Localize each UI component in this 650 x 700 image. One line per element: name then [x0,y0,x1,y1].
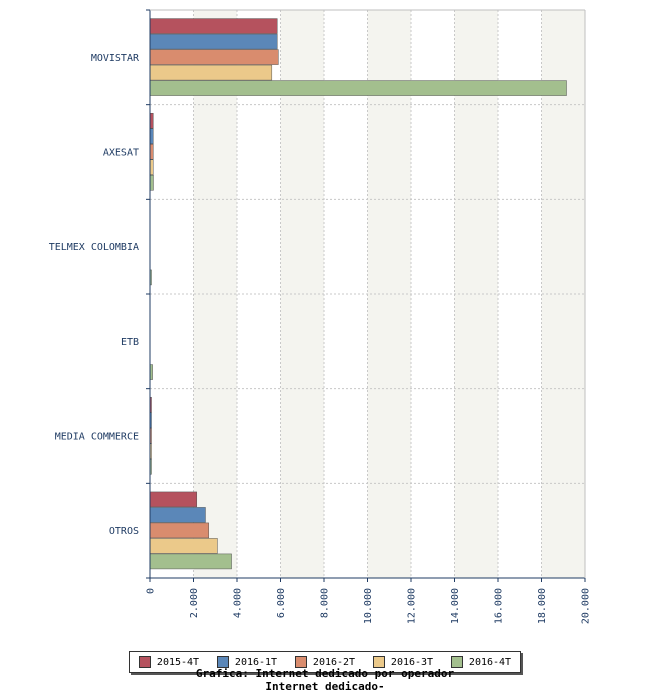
bar [149,49,279,65]
bars [149,18,567,570]
category-labels: MOVISTAR AXESAT TELMEX COLOMBIA ETB MEDIA CO… [49,53,140,537]
legend-item: 2015-4T [138,656,200,668]
category-label: TELMEX COLOMBIA [49,242,139,253]
x-tick-label: 20.000 [581,588,592,624]
legend-label: 2016-3T [390,656,434,668]
x-tick-label: 8.000 [320,588,331,618]
bar [149,33,278,50]
bar [149,538,218,554]
bar [149,18,278,34]
legend-swatch [216,656,229,668]
bar [149,553,232,570]
bar [149,175,154,191]
category-label: OTROS [109,526,139,537]
x-tick-label: 16.000 [494,588,505,624]
legend-item: 2016-2T [294,656,356,668]
legend-item: 2016-3T [372,656,434,668]
legend-label: 2016-2T [312,656,356,668]
legend: 2015-4T 2016-1T 2016-2T 2016-3T 2016-4T [129,651,521,673]
legend-item: 2016-4T [450,656,512,668]
category-label: MOVISTAR [91,53,140,64]
x-tick-label: 2.000 [189,588,200,618]
category-label: MEDIA COMMERCE [55,432,139,443]
x-tick-label: 12.000 [407,588,418,624]
x-tick-label: 18.000 [537,588,548,624]
axes [146,9,586,582]
bar [149,522,209,539]
x-tick-label: 14.000 [450,588,461,624]
category-label: AXESAT [103,148,139,159]
x-tick-label: 0 [146,588,157,594]
chart-footer-title: Grafica: Internet dedicado por operador [195,667,455,680]
x-tick-label: 10.000 [363,588,374,624]
legend-swatch [450,656,463,668]
legend-swatch [138,656,151,668]
x-tick-label: 4.000 [233,588,244,618]
legend-label: 2016-4T [468,656,512,668]
category-label: ETB [121,337,139,348]
legend-label: 2015-4T [156,656,200,668]
tick-labels: 0 2.000 4.000 6.000 8.000 10.000 12.000 14.000 1… [146,588,592,624]
legend-label: 2016-1T [234,656,278,668]
bar [149,507,206,523]
legend-swatch [294,656,307,668]
bar [149,64,273,81]
chart-footer-subtitle: Internet dedicado- [265,680,385,693]
bar [149,80,567,96]
bar [149,491,198,508]
legend-swatch [372,656,385,668]
legend-item: 2016-1T [216,656,278,668]
x-tick-label: 6.000 [276,588,287,618]
